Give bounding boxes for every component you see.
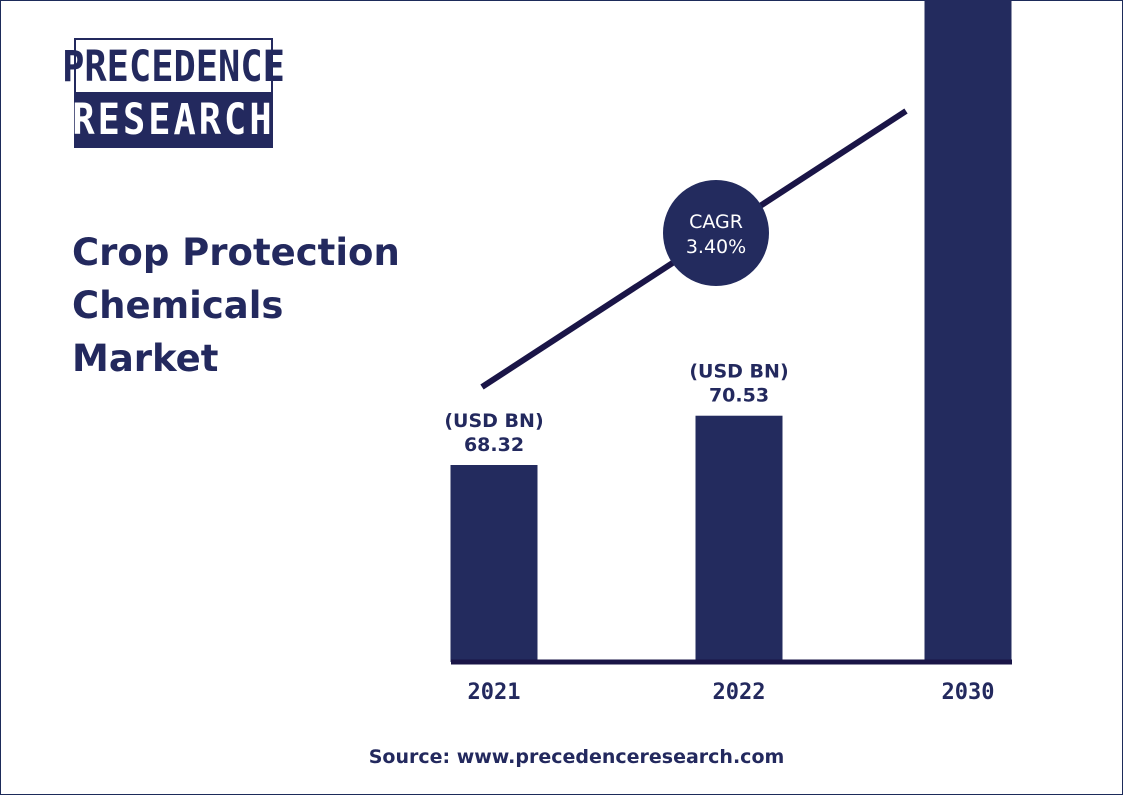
unit-label-2022: (USD BN)	[689, 361, 788, 383]
bar-2022	[695, 415, 783, 662]
x-tick-label-2022: 2022	[713, 680, 766, 705]
cagr-circle	[663, 180, 769, 286]
bar-2030	[924, 0, 1012, 663]
x-tick-label-2021: 2021	[468, 680, 521, 705]
cagr-value: 3.40%	[686, 236, 746, 258]
value-label-2021: 68.32	[464, 434, 524, 456]
logo-line-2: RESEARCH	[72, 92, 272, 146]
title-line-3: Market	[72, 337, 219, 380]
title-line-1: Crop Protection	[72, 231, 400, 274]
source-note: Source: www.precedenceresearch.com	[368, 746, 785, 768]
title-line-2: Chemicals	[72, 284, 284, 327]
precedence-research-logo: PRECEDENCE RESEARCH	[62, 38, 285, 148]
value-label-2022: 70.53	[709, 385, 769, 407]
cagr-label: CAGR	[689, 211, 743, 233]
x-tick-label-2030: 2030	[942, 680, 995, 705]
logo-line-1: PRECEDENCE	[62, 41, 285, 91]
bar-2021	[450, 465, 538, 662]
chart-title: Crop Protection Chemicals Market	[72, 226, 432, 385]
unit-label-2021: (USD BN)	[444, 410, 543, 432]
